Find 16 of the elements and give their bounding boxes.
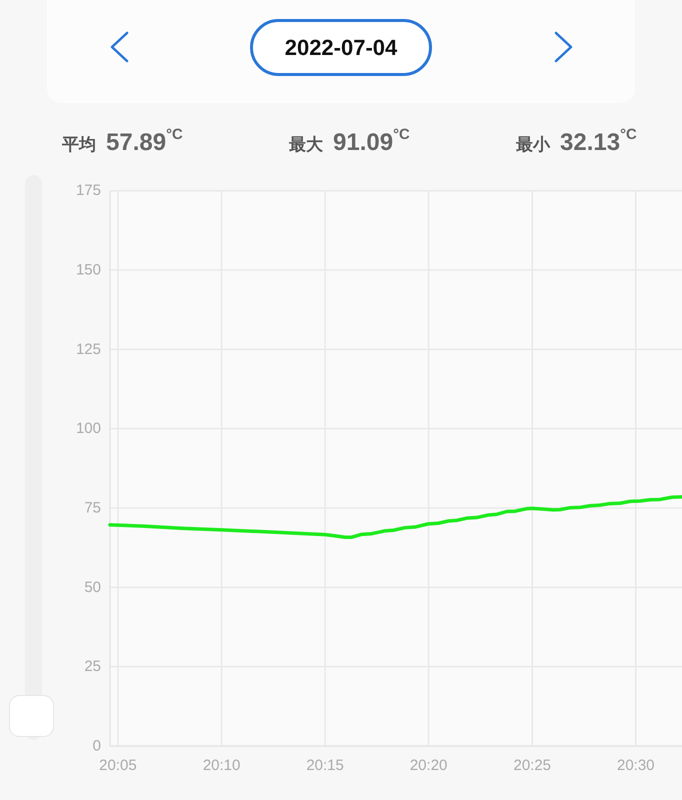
y-tick-label: 75 [84, 500, 101, 517]
x-tick-label: 20:30 [617, 757, 655, 774]
y-tick-label: 125 [76, 340, 101, 358]
x-tick-label: 20:05 [99, 757, 137, 774]
chart-title: 2022-07-04 [284, 35, 398, 60]
x-tick-label: 20:25 [513, 757, 552, 774]
y-tick-label: 175 [76, 182, 101, 200]
y-tick-label: 100 [76, 420, 101, 438]
y-tick-label: 0 [92, 738, 101, 754]
y-tick-label: 150 [76, 262, 101, 279]
x-tick-label: 20:10 [202, 757, 240, 774]
line-series [108, 495, 682, 539]
x-tick-label: 20:20 [410, 757, 448, 774]
y-tick-label: 50 [84, 578, 101, 596]
y-tick-label: 25 [84, 658, 101, 676]
x-tick-label: 20:15 [306, 757, 344, 774]
